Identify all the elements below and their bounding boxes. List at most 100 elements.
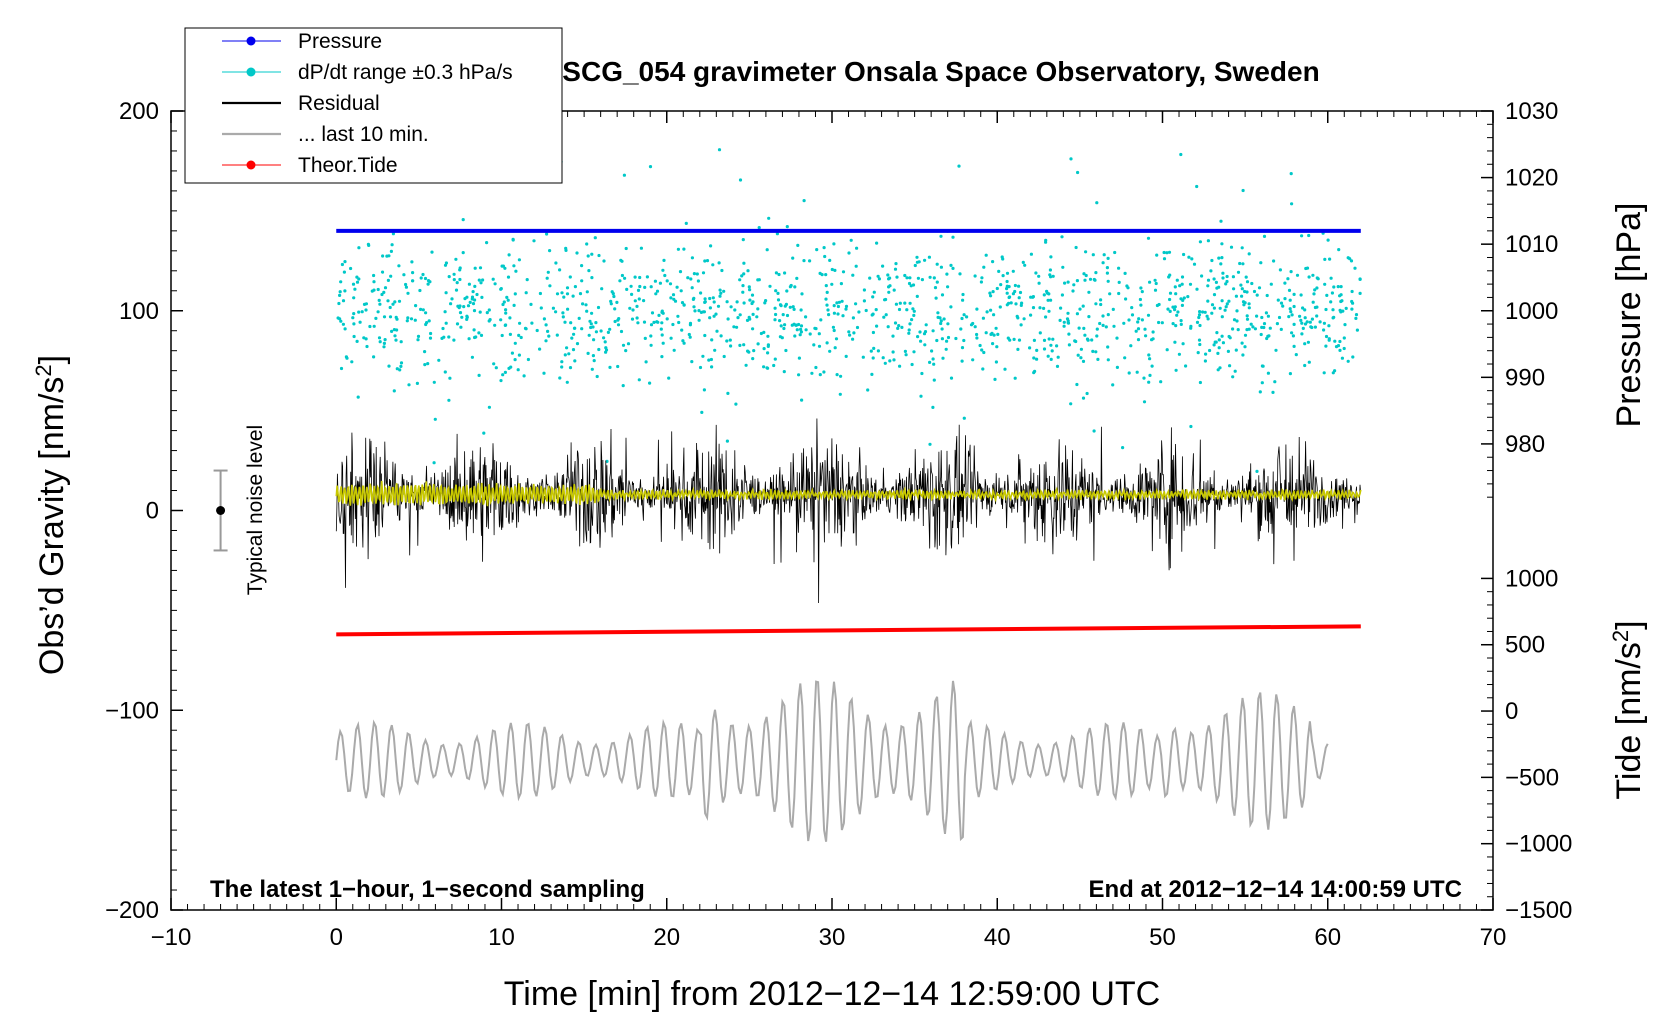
- dpdt-point: [995, 286, 999, 291]
- dpdt-point: [1303, 342, 1307, 346]
- dpdt-point: [1093, 278, 1097, 282]
- dpdt-point: [423, 363, 427, 367]
- dpdt-point: [1042, 347, 1047, 351]
- dpdt-point: [718, 294, 722, 298]
- dpdt-point: [1268, 326, 1272, 330]
- dpdt-point: [959, 327, 963, 331]
- dpdt-point: [1003, 367, 1007, 371]
- dpdt-point: [594, 321, 598, 325]
- dpdt-point: [782, 326, 786, 331]
- dpdt-point: [732, 325, 736, 329]
- dpdt-point: [1139, 286, 1143, 290]
- dpdt-point: [1146, 236, 1151, 240]
- dpdt-point: [509, 365, 513, 369]
- dpdt-point: [1323, 257, 1327, 261]
- dpdt-point: [621, 343, 626, 347]
- dpdt-point: [892, 288, 896, 292]
- dpdt-point: [380, 270, 385, 274]
- dpdt-point: [886, 325, 890, 329]
- dpdt-point: [916, 276, 921, 280]
- dpdt-point: [984, 331, 988, 335]
- dpdt-point: [1303, 322, 1308, 326]
- dpdt-point: [643, 285, 647, 289]
- dpdt-point: [703, 297, 707, 301]
- dpdt-point: [1060, 293, 1064, 297]
- dpdt-point: [1129, 344, 1133, 348]
- dpdt-point: [765, 248, 769, 252]
- legend: Pressure dP/dt range ±0.3 hPa/s Residual..…: [184, 27, 563, 184]
- dpdt-point: [1095, 327, 1099, 331]
- dpdt-point: [602, 336, 606, 340]
- dpdt-point: [510, 351, 514, 355]
- dpdt-point: [778, 319, 782, 323]
- dpdt-point: [1023, 263, 1027, 267]
- dpdt-point: [825, 290, 829, 294]
- dpdt-point: [653, 279, 658, 283]
- dpdt-point: [904, 353, 908, 357]
- dpdt-point: [933, 286, 938, 290]
- dpdt-point: [872, 290, 876, 294]
- dpdt-point: [1307, 233, 1311, 238]
- dpdt-point: [898, 301, 902, 305]
- dpdt-point: [1255, 469, 1259, 473]
- dpdt-point: [1235, 319, 1239, 323]
- dpdt-point: [728, 338, 732, 342]
- dpdt-point: [808, 259, 812, 263]
- dpdt-point: [1245, 280, 1250, 284]
- dpdt-point: [1189, 424, 1193, 429]
- dpdt-point: [1106, 313, 1110, 317]
- dpdt-point: [1073, 339, 1077, 343]
- dpdt-point: [1091, 349, 1095, 353]
- legend-label: ... last 10 min.: [298, 123, 429, 146]
- dpdt-point: [1078, 307, 1082, 311]
- dpdt-point: [1225, 302, 1229, 306]
- dpdt-point: [985, 310, 989, 314]
- dpdt-point: [779, 324, 783, 328]
- dpdt-point: [1233, 369, 1237, 373]
- dpdt-point: [766, 366, 770, 370]
- dpdt-point: [561, 311, 565, 315]
- dpdt-point: [1266, 371, 1270, 375]
- dpdt-point: [388, 305, 392, 310]
- dpdt-point: [590, 311, 594, 315]
- dpdt-point: [391, 232, 395, 236]
- dpdt-point: [637, 378, 641, 382]
- dpdt-point: [776, 291, 780, 295]
- dpdt-point: [900, 325, 904, 329]
- dpdt-point: [804, 315, 808, 319]
- dpdt-point: [1204, 352, 1208, 356]
- dpdt-point: [741, 290, 745, 294]
- dpdt-point: [672, 348, 676, 352]
- dpdt-point: [1142, 400, 1147, 404]
- dpdt-point: [975, 336, 979, 340]
- dpdt-point: [1111, 307, 1115, 311]
- dpdt-point: [637, 297, 641, 301]
- dpdt-point: [939, 319, 943, 323]
- dpdt-point: [555, 333, 559, 337]
- dpdt-point: [1220, 242, 1224, 246]
- dpdt-point: [1327, 338, 1331, 342]
- dpdt-point: [419, 307, 423, 311]
- dpdt-point: [714, 312, 718, 316]
- dpdt-point: [965, 315, 969, 319]
- dpdt-point: [1210, 258, 1214, 263]
- dpdt-point: [1234, 294, 1238, 298]
- dpdt-point: [1179, 322, 1183, 326]
- dpdt-point: [781, 313, 785, 317]
- dpdt-point: [1050, 349, 1054, 353]
- dpdt-point: [825, 341, 829, 345]
- dpdt-point: [1324, 334, 1329, 339]
- dpdt-point: [1190, 257, 1194, 261]
- dpdt-point: [692, 296, 696, 300]
- dpdt-point: [526, 357, 531, 362]
- dpdt-point: [1085, 337, 1090, 341]
- dpdt-point: [1106, 358, 1110, 362]
- dpdt-point: [1094, 350, 1098, 354]
- dpdt-point: [675, 285, 679, 289]
- dpdt-point: [1262, 322, 1267, 326]
- dpdt-point: [525, 278, 529, 282]
- dpdt-point: [1168, 291, 1173, 295]
- dpdt-point: [1018, 290, 1023, 295]
- dpdt-point: [1035, 348, 1039, 352]
- dpdt-point: [591, 354, 596, 358]
